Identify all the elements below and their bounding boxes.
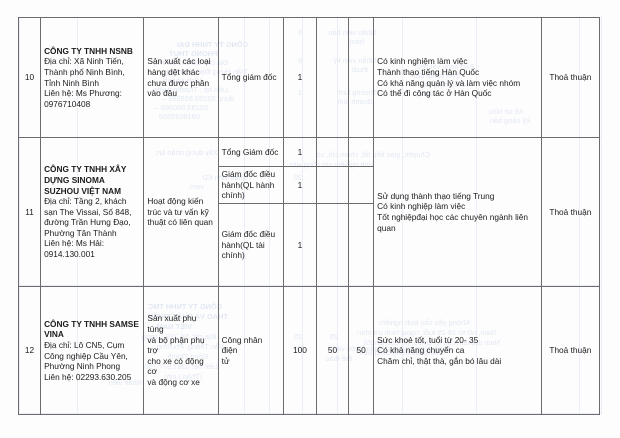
quantity-value-1: 100 bbox=[293, 345, 307, 356]
business-description: Sản xuất các loại hàng dệt khác chưa đượ… bbox=[147, 56, 211, 99]
business-description: Sản xuất phụ tùng và bộ phận phụ trợ cho… bbox=[147, 313, 205, 387]
company-block: CÔNG TY TNHH NSNB Địa chỉ: Xã Ninh Tiến, … bbox=[41, 44, 143, 112]
quantity-cell-2 bbox=[315, 166, 350, 204]
quantity-cell-3 bbox=[348, 203, 375, 287]
quantity-cell-3 bbox=[348, 137, 375, 167]
quantity-cell-1: 1 bbox=[282, 203, 317, 287]
quantity-cell-1: 1 bbox=[282, 137, 317, 167]
row-index-cell: 11 bbox=[17, 137, 42, 287]
salary-cell: Thoả thuận bbox=[540, 286, 601, 415]
company-block: CÔNG TY TNHH SAMSE VINA Địa chỉ: Lô CN5, … bbox=[41, 317, 143, 385]
quantity-value-3 bbox=[349, 76, 373, 80]
quantity-value-3: 50 bbox=[356, 345, 366, 356]
company-cell: CÔNG TY TNHH NSNB Địa chỉ: Xã Ninh Tiến, … bbox=[40, 17, 145, 138]
quantity-cell-1: 100 bbox=[282, 286, 317, 415]
position-cell: Tổng Giám đốc bbox=[217, 137, 284, 167]
quantity-value-1: 1 bbox=[297, 179, 303, 190]
company-name: CÔNG TY TNHH XÂY DỰNG SINOMA SUZHOU VIỆT… bbox=[44, 164, 127, 196]
quantity-value-2: 50 bbox=[327, 345, 338, 356]
requirement-text: Sức khoẻ tốt, tuổi từ 20- 35 Có khả năng… bbox=[377, 334, 502, 366]
quantity-cell-2 bbox=[315, 203, 350, 287]
table-row: 12 CÔNG TY TNHH SAMSE VINA Địa chỉ: Lô CN5… bbox=[17, 286, 601, 415]
requirement-cell: Có kinh nghiệm làm việc Thành thạo tiếng… bbox=[373, 17, 542, 138]
position-cell: Giám đốc điều hành(QL hành chính) bbox=[217, 166, 284, 204]
table-container: 10 CÔNG TY TNHH NSNB Địa chỉ: Xã Ninh Tiến… bbox=[17, 17, 601, 415]
business-description: Hoạt động kiến trúc và tư vấn kỹ thuật c… bbox=[147, 196, 213, 228]
quantity-cell-1: 1 bbox=[282, 166, 317, 204]
position-cell: Giám đốc điều hành(QL tài chính) bbox=[217, 203, 284, 287]
table-row: 11 CÔNG TY TNHH XÂY DỰNG SINOMA SUZHOU VI… bbox=[17, 137, 601, 287]
quantity-value-2 bbox=[317, 150, 348, 154]
company-cell: CÔNG TY TNHH SAMSE VINA Địa chỉ: Lô CN5, … bbox=[40, 286, 145, 415]
quantity-cell-3 bbox=[348, 166, 375, 204]
company-address: Địa chỉ: Lô CN5, Cụm Công nghiệp Cầu Yên… bbox=[44, 339, 132, 382]
position-title: Tổng Giám đốc bbox=[221, 146, 279, 157]
requirement-text: Có kinh nghiệm làm việc Thành thạo tiếng… bbox=[377, 56, 521, 99]
business-cell: Sản xuất các loại hàng dệt khác chưa đượ… bbox=[143, 17, 219, 138]
salary-value: Thoả thuận bbox=[549, 345, 592, 356]
table-row: Giám đốc điều hành(QL tài chính) 1 bbox=[19, 203, 600, 287]
business-cell: Sản xuất phụ tùng và bộ phận phụ trợ cho… bbox=[143, 286, 219, 415]
salary-cell: Thoả thuận bbox=[540, 17, 601, 138]
quantity-value-2 bbox=[317, 183, 348, 187]
company-block: CÔNG TY TNHH XÂY DỰNG SINOMA SUZHOU VIỆT… bbox=[41, 162, 143, 261]
position-cell: Công nhân điện tử bbox=[217, 286, 284, 415]
position-cell: Tổng giám đốc bbox=[217, 17, 284, 138]
table-row: Giám đốc điều hành(QL hành chính) 1 bbox=[19, 166, 600, 204]
row-index: 12 bbox=[24, 345, 35, 356]
quantity-value-2 bbox=[317, 76, 348, 80]
job-vacancy-table: 10 CÔNG TY TNHH NSNB Địa chỉ: Xã Ninh Tiến… bbox=[17, 17, 601, 415]
salary-value: Thoả thuận bbox=[549, 72, 592, 83]
quantity-value-3 bbox=[349, 243, 373, 247]
quantity-value-1: 1 bbox=[297, 146, 303, 157]
bleed-grid-line bbox=[601, 17, 602, 413]
position-title: Công nhân điện tử bbox=[221, 334, 263, 366]
company-name: CÔNG TY TNHH NSNB bbox=[44, 45, 133, 56]
quantity-value-2 bbox=[317, 243, 348, 247]
position-title: Giám đốc điều hành(QL hành chính) bbox=[221, 169, 276, 201]
quantity-cell-2: 50 bbox=[315, 286, 350, 415]
row-index-cell: 12 bbox=[17, 286, 42, 415]
company-address: Địa chỉ: Tầng 2, khách sạn The Vissai, S… bbox=[44, 196, 132, 260]
table-row: 10 CÔNG TY TNHH NSNB Địa chỉ: Xã Ninh Tiến… bbox=[17, 17, 601, 138]
row-index: 10 bbox=[24, 72, 35, 83]
requirement-cell: Sử dụng thành thạo tiếng Trung Có kinh n… bbox=[373, 137, 542, 287]
row-index: 11 bbox=[25, 206, 34, 217]
quantity-value-3 bbox=[349, 183, 373, 187]
quantity-cell-1: 1 bbox=[282, 17, 317, 138]
salary-value: Thoả thuận bbox=[549, 206, 592, 217]
quantity-cell-3 bbox=[348, 17, 375, 138]
requirement-cell: Sức khoẻ tốt, tuổi từ 20- 35 Có khả năng… bbox=[373, 286, 542, 415]
quantity-value-3 bbox=[349, 150, 373, 154]
company-name: CÔNG TY TNHH SAMSE VINA bbox=[44, 318, 139, 340]
quantity-cell-2 bbox=[315, 137, 350, 167]
position-title: Tổng giám đốc bbox=[221, 72, 277, 83]
quantity-value-1: 1 bbox=[297, 72, 303, 83]
position-title: Giám đốc điều hành(QL tài chính) bbox=[221, 229, 276, 261]
row-index-cell: 10 bbox=[17, 17, 42, 138]
salary-cell: Thoả thuận bbox=[540, 137, 601, 287]
requirement-text: Sử dụng thành thạo tiếng Trung Có kinh n… bbox=[377, 190, 529, 233]
business-cell: Hoạt động kiến trúc và tư vấn kỹ thuật c… bbox=[143, 137, 219, 287]
quantity-value-1: 1 bbox=[297, 239, 303, 250]
company-address: Địa chỉ: Xã Ninh Tiến, Thành phố Ninh Bì… bbox=[44, 56, 125, 109]
quantity-cell-2 bbox=[315, 17, 350, 138]
company-cell: CÔNG TY TNHH XÂY DỰNG SINOMA SUZHOU VIỆT… bbox=[40, 137, 145, 287]
quantity-cell-3: 50 bbox=[348, 286, 375, 415]
